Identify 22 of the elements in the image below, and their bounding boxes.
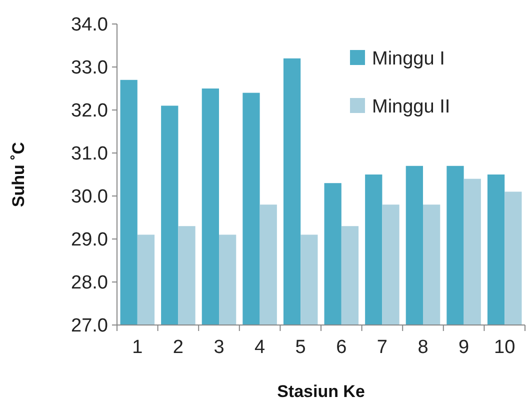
- x-tick-label: 1: [132, 337, 143, 358]
- x-axis-title: Stasiun Ke: [277, 382, 365, 401]
- x-tick-label: 5: [295, 337, 306, 358]
- y-tick-label: 27.0: [71, 316, 108, 337]
- x-tick-label: 4: [254, 337, 266, 358]
- y-tick-label: 32.0: [71, 100, 108, 122]
- x-tick-label: 10: [494, 337, 516, 358]
- x-tick-label: 8: [418, 337, 428, 358]
- x-tick-label: 9: [458, 337, 470, 358]
- y-tick-label: 34.0: [71, 14, 108, 36]
- x-tick-label: 6: [336, 337, 347, 358]
- x-tick-label: 3: [214, 337, 224, 358]
- y-tick-label: 33.0: [71, 58, 108, 79]
- y-tick-label: 28.0: [71, 272, 108, 294]
- y-tick-label: 30.0: [71, 186, 108, 208]
- x-tick-label: 2: [172, 337, 184, 358]
- legend-label: Minggu I: [372, 48, 445, 70]
- y-tick-label: 29.0: [71, 230, 108, 251]
- y-tick-label: 31.0: [71, 144, 108, 165]
- x-tick-label: 7: [376, 337, 388, 358]
- y-axis-title: Suhu ˚C: [9, 142, 28, 208]
- legend-label: Minggu II: [372, 96, 450, 118]
